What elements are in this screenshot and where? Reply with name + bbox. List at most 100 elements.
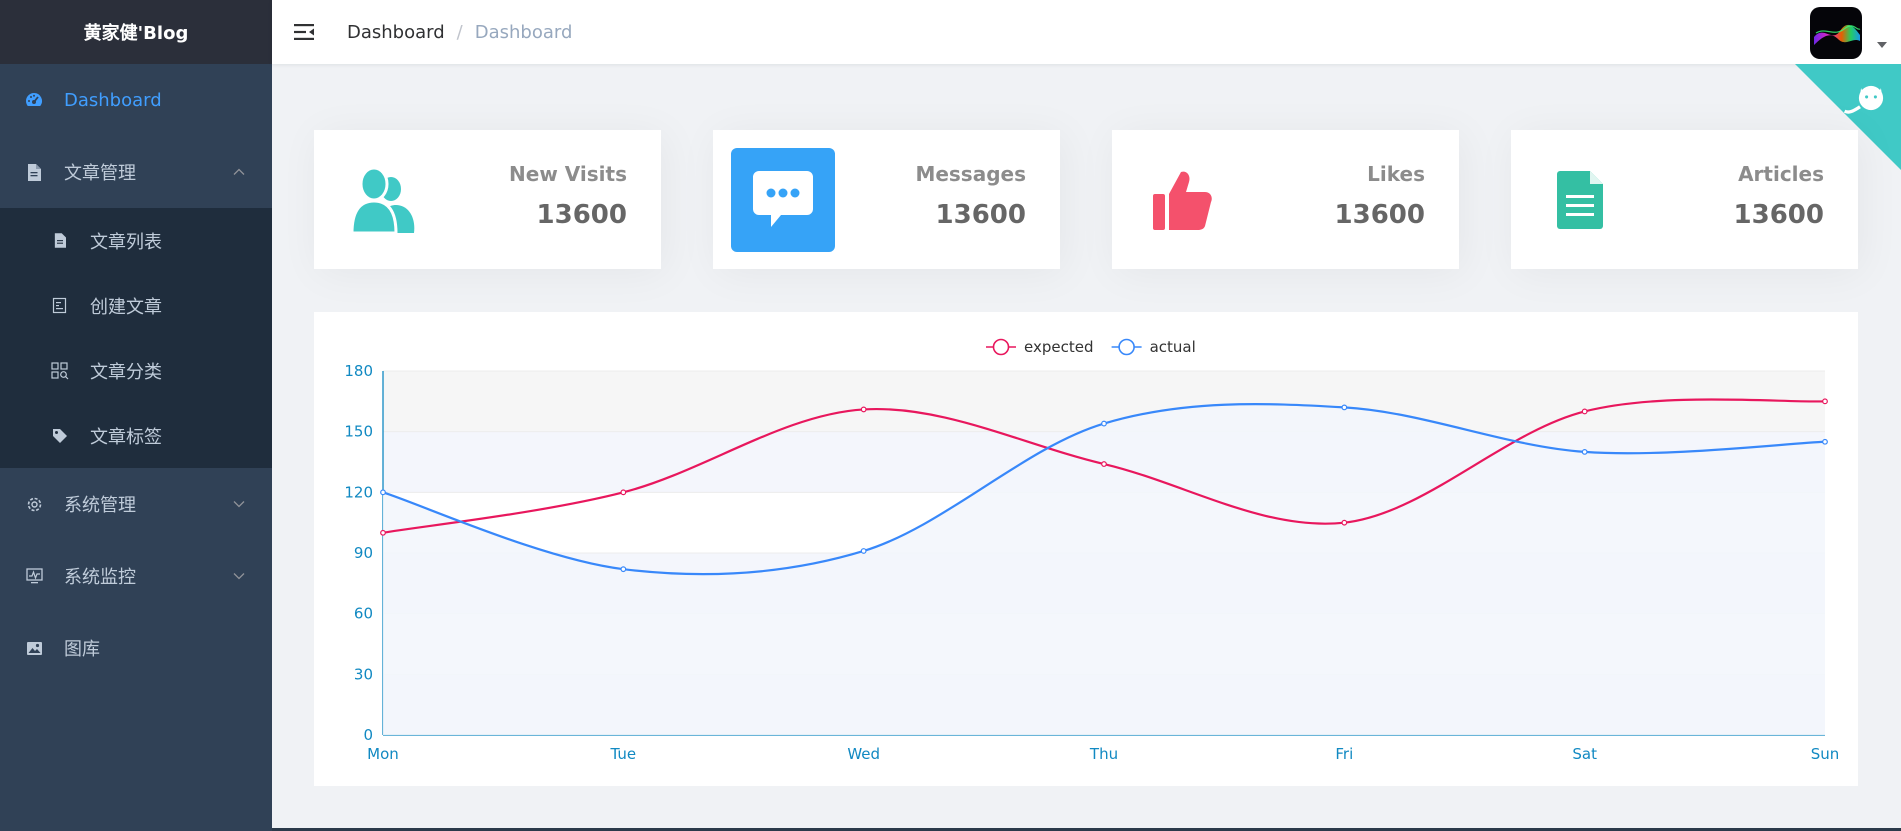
hamburger-toggle-icon[interactable]: [292, 20, 316, 44]
panel-icon-wrap: [1130, 148, 1234, 252]
x-tick-label: Thu: [1089, 745, 1118, 763]
panel-label: Likes: [1367, 162, 1425, 186]
chevron-down-icon: [233, 501, 245, 508]
legend-label: actual: [1150, 338, 1196, 356]
data-point-expected: [1341, 519, 1348, 526]
sidebar-item-system-monitor[interactable]: 系统监控: [0, 540, 272, 612]
image-icon: [24, 638, 44, 658]
data-point-actual: [1581, 448, 1588, 455]
sidebar-item-label: 创建文章: [90, 296, 162, 318]
sidebar-item-label: 图库: [64, 639, 100, 660]
data-point-actual: [380, 489, 386, 496]
tag-icon: [50, 426, 70, 446]
document-icon: [50, 231, 70, 251]
sidebar-item-label: 系统监控: [64, 567, 136, 588]
data-point-expected: [1581, 408, 1588, 415]
breadcrumb: Dashboard / Dashboard: [347, 0, 572, 64]
document-icon: [24, 162, 44, 182]
panel-desc: Messages 13600: [915, 162, 1026, 230]
data-point-expected: [1822, 398, 1828, 405]
breadcrumb-separator: /: [456, 21, 463, 43]
monitor-icon: [24, 566, 44, 586]
sidebar-item-article-mgmt[interactable]: 文章管理: [0, 136, 272, 208]
data-point-actual: [620, 566, 627, 573]
sidebar-item-label: 文章列表: [90, 231, 162, 253]
bottom-border: [272, 828, 1901, 831]
chevron-down-icon: [233, 573, 245, 580]
panel-icon-wrap: [332, 148, 436, 252]
series-area-actual: [383, 404, 1825, 735]
sidebar-item-label: Dashboard: [64, 89, 162, 111]
message-icon: [753, 171, 813, 227]
y-tick-label: 90: [354, 544, 373, 562]
peoples-icon: [350, 167, 415, 233]
sidebar-item-system-mgmt[interactable]: 系统管理: [0, 468, 272, 540]
panel-desc: New Visits 13600: [509, 162, 627, 230]
sidebar-item-label: 系统管理: [64, 495, 136, 516]
data-point-expected: [860, 406, 867, 413]
sidebar-item-create-article[interactable]: 创建文章: [0, 273, 272, 338]
article-submenu: 文章列表 创建文章 文章分类 文章标签: [0, 208, 272, 468]
breadcrumb-home[interactable]: Dashboard: [347, 21, 445, 43]
panel-messages[interactable]: Messages 13600: [713, 130, 1060, 269]
y-tick-label: 120: [344, 483, 373, 501]
caret-down-icon[interactable]: [1877, 42, 1887, 48]
data-point-actual: [1822, 438, 1828, 445]
navbar: Dashboard / Dashboard: [272, 0, 1901, 64]
y-tick-label: 150: [344, 423, 373, 441]
gear-icon: [24, 494, 44, 514]
y-tick-label: 0: [363, 726, 373, 744]
sidebar: 黄家健'Blog Dashboard 文章管理 文章列表 创建文章: [0, 0, 272, 831]
line-chart: 0 30 60 90 120 150 180 Mon Tue Wed Thu Fri Sat Sun exp…: [344, 338, 1840, 763]
data-point-actual: [860, 548, 867, 554]
chevron-up-icon: [233, 168, 245, 175]
y-tick-label: 180: [344, 362, 373, 380]
panel-likes[interactable]: Likes 13600: [1112, 130, 1459, 269]
panel-label: Articles: [1738, 162, 1824, 186]
panel-label: Messages: [915, 162, 1026, 186]
data-point-expected: [380, 529, 386, 536]
sidebar-item-label: 文章管理: [64, 163, 136, 184]
sidebar-item-article-tags[interactable]: 文章标签: [0, 403, 272, 468]
panel-value: 13600: [536, 200, 627, 230]
x-tick-label: Sun: [1811, 745, 1840, 763]
github-corner-icon[interactable]: [1795, 64, 1901, 170]
panel-label: New Visits: [509, 162, 627, 186]
panel-new-visits[interactable]: New Visits 13600: [314, 130, 661, 269]
sidebar-item-label: 文章分类: [90, 361, 162, 383]
document-icon: [1557, 171, 1603, 229]
edit-form-icon: [50, 296, 70, 316]
y-tick-label: 30: [354, 665, 373, 683]
y-tick-label: 60: [354, 605, 373, 623]
sidebar-logo-title[interactable]: 黄家健'Blog: [0, 0, 272, 64]
sidebar-item-article-list[interactable]: 文章列表: [0, 208, 272, 273]
x-tick-label: Sat: [1572, 745, 1597, 763]
grid-search-icon: [50, 361, 70, 381]
data-point-actual: [1341, 404, 1348, 411]
sidebar-item-label: 文章标签: [90, 426, 162, 448]
panel-articles[interactable]: Articles 13600: [1511, 130, 1858, 269]
sidebar-item-article-category[interactable]: 文章分类: [0, 338, 272, 403]
panel-value: 13600: [1733, 200, 1824, 230]
x-tick-label: Tue: [610, 745, 637, 763]
dashboard-icon: [24, 90, 44, 110]
x-tick-label: Mon: [367, 745, 399, 763]
breadcrumb-current: Dashboard: [474, 21, 573, 43]
avatar[interactable]: [1810, 7, 1862, 59]
panel-icon-wrap: [1529, 148, 1633, 252]
panel-desc: Likes 13600: [1335, 162, 1425, 230]
panel-desc: Articles 13600: [1734, 162, 1824, 230]
legend-label: expected: [1024, 338, 1093, 356]
panel-icon-wrap: [731, 148, 835, 252]
data-point-expected: [620, 489, 627, 496]
sidebar-item-dashboard[interactable]: Dashboard: [0, 64, 272, 136]
panel-value: 13600: [935, 200, 1026, 230]
legend-marker: [1118, 338, 1135, 356]
line-chart-card: 0 30 60 90 120 150 180 Mon Tue Wed Thu Fri Sat Sun exp…: [314, 312, 1858, 786]
x-tick-label: Wed: [847, 745, 880, 763]
data-point-expected: [1101, 461, 1107, 467]
x-tick-label: Fri: [1335, 745, 1353, 763]
panel-value: 13600: [1334, 200, 1425, 230]
sidebar-item-gallery[interactable]: 图库: [0, 612, 272, 684]
thumbs-up-icon: [1153, 171, 1212, 230]
